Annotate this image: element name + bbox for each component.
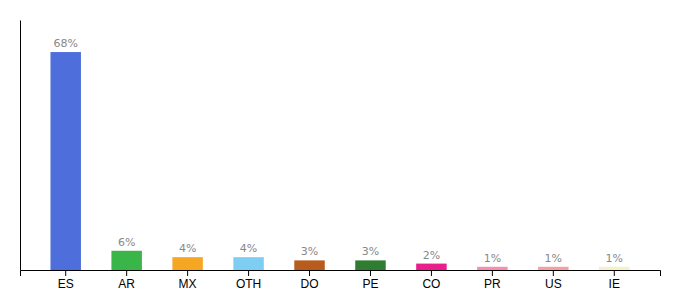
x-tick: IE bbox=[609, 270, 620, 291]
plot: 68% 6% 4% 4% 3% 3% 2% 1% 1% 1% ES AR MX OTH DO PE CO PR US… bbox=[21, 21, 661, 291]
x-tick: OTH bbox=[236, 270, 261, 291]
data-label: 2% bbox=[423, 249, 440, 262]
x-tick-label: MX bbox=[179, 277, 197, 291]
bar bbox=[355, 260, 385, 270]
bar bbox=[416, 264, 446, 270]
x-tick: PR bbox=[484, 270, 501, 291]
x-tick-mark bbox=[553, 270, 554, 276]
bar bbox=[172, 257, 202, 270]
data-label: 6% bbox=[118, 236, 135, 249]
x-tick-label: DO bbox=[301, 277, 319, 291]
data-label: 1% bbox=[545, 252, 562, 265]
data-label: 1% bbox=[606, 252, 623, 265]
x-tick-mark bbox=[126, 270, 127, 276]
data-label: 1% bbox=[484, 252, 501, 265]
x-tick-mark bbox=[187, 270, 188, 276]
y-axis bbox=[20, 21, 21, 271]
x-tick: CO bbox=[422, 270, 440, 291]
x-tick-label: OTH bbox=[236, 277, 261, 291]
x-tick-label: ES bbox=[58, 277, 74, 291]
x-tick: ES bbox=[58, 270, 74, 291]
x-tick-label: CO bbox=[422, 277, 440, 291]
x-tick: MX bbox=[179, 270, 197, 291]
x-tick-mark bbox=[65, 270, 66, 276]
y-axis-line bbox=[20, 21, 21, 271]
x-tick: DO bbox=[301, 270, 319, 291]
data-label: 4% bbox=[179, 242, 196, 255]
bars bbox=[50, 52, 629, 270]
x-tick-mark bbox=[309, 270, 310, 276]
x-tick-mark bbox=[248, 270, 249, 276]
x-axis-line bbox=[21, 271, 661, 277]
data-label: 68% bbox=[53, 37, 77, 50]
bar bbox=[233, 257, 263, 270]
bar bbox=[50, 52, 80, 270]
x-tick-mark bbox=[431, 270, 432, 276]
data-labels: 68% 6% 4% 4% 3% 3% 2% 1% 1% 1% bbox=[53, 37, 623, 265]
bar bbox=[111, 251, 141, 270]
x-tick-label: IE bbox=[609, 277, 620, 291]
bar bbox=[599, 267, 629, 270]
bar bbox=[538, 267, 568, 270]
data-label: 3% bbox=[362, 245, 379, 258]
x-tick-mark bbox=[492, 270, 493, 276]
bar bbox=[294, 260, 324, 270]
x-tick-mark bbox=[614, 270, 615, 276]
x-tick-label: US bbox=[545, 277, 562, 291]
x-tick: US bbox=[545, 270, 562, 291]
data-label: 3% bbox=[301, 245, 318, 258]
chart: 68% 6% 4% 4% 3% 3% 2% 1% 1% 1% ES AR MX OTH DO PE CO PR US… bbox=[0, 0, 680, 300]
x-tick-label: AR bbox=[118, 277, 135, 291]
bar bbox=[477, 267, 507, 270]
x-tick: AR bbox=[118, 270, 135, 291]
x-tick: PE bbox=[362, 270, 378, 291]
x-tick-label: PE bbox=[362, 277, 378, 291]
data-label: 4% bbox=[240, 242, 257, 255]
x-tick-mark bbox=[370, 270, 371, 276]
x-tick-label: PR bbox=[484, 277, 501, 291]
x-axis: ES AR MX OTH DO PE CO PR US IE bbox=[21, 270, 661, 291]
